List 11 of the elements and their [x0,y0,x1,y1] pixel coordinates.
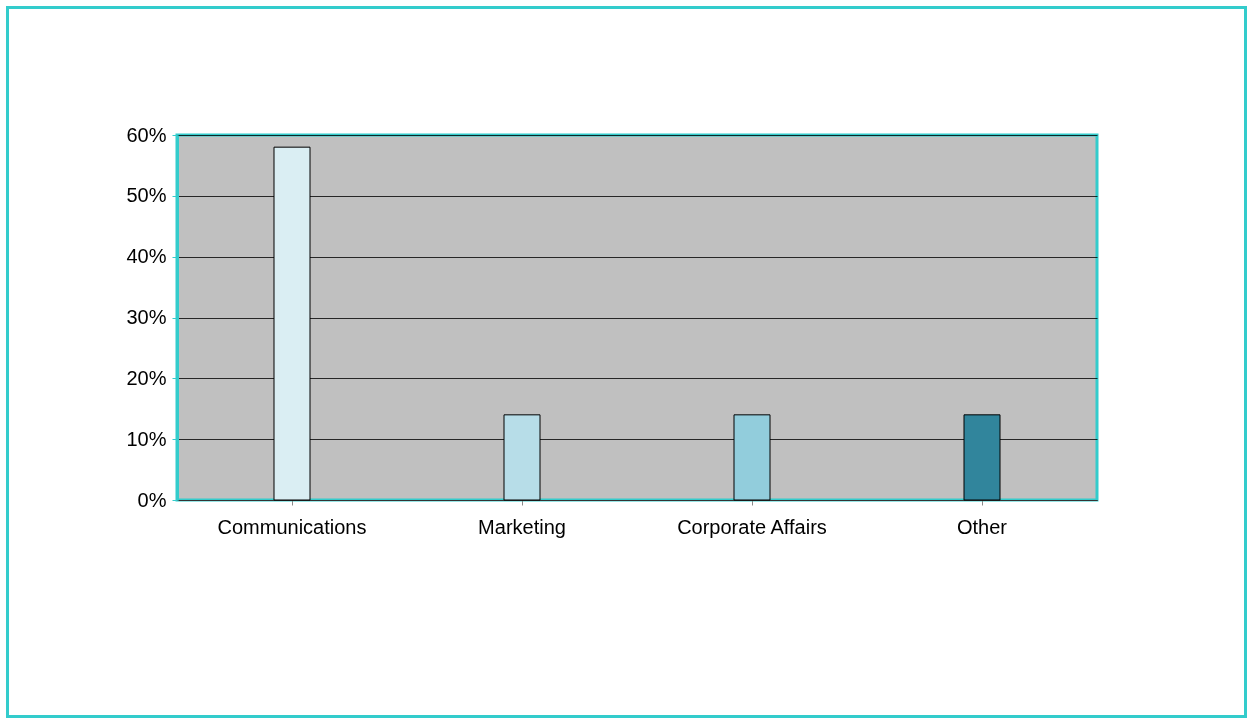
x-tick-label: Marketing [478,515,566,538]
y-tick-label: 10% [126,427,167,450]
x-tick-label: Communications [217,515,367,538]
y-tick-label: 30% [126,306,167,328]
x-tick-label: Corporate Affairs [677,515,827,538]
y-tick-label: 20% [126,366,167,389]
y-tick-label: 60% [126,123,167,146]
x-tick-label: Other [956,515,1008,538]
y-tick-label: 0% [137,488,167,511]
y-tick-label: 40% [126,245,167,268]
y-tick-label: 50% [126,184,167,207]
